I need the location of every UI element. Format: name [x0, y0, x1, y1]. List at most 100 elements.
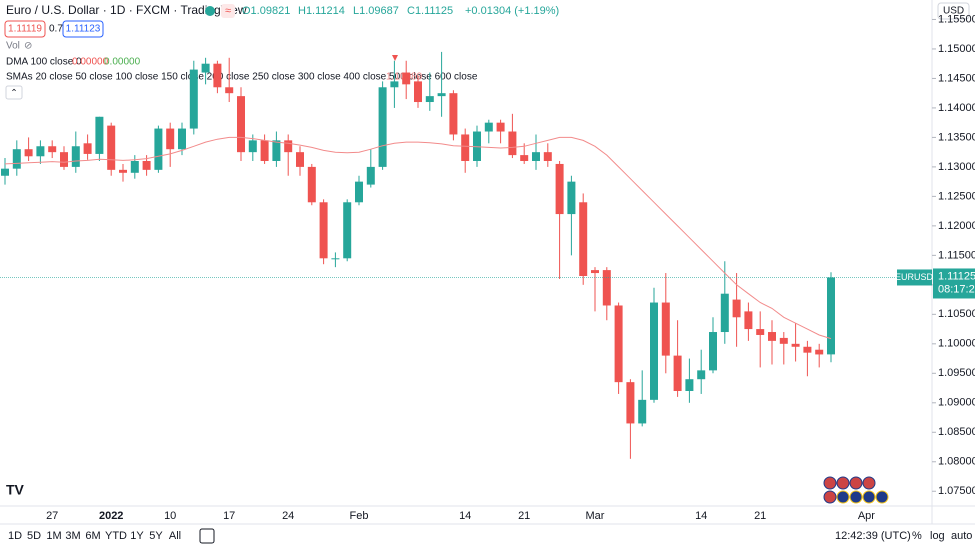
candle-body — [532, 152, 540, 161]
candle-body — [543, 152, 552, 161]
collapse-icon[interactable]: ⌃ — [10, 87, 18, 97]
candle-body — [390, 81, 399, 88]
candle-body — [803, 346, 812, 353]
candle-body — [201, 63, 210, 73]
candle-body — [673, 355, 682, 391]
candle-body — [1, 168, 9, 176]
ohlc-open: O1.09821 — [242, 5, 290, 17]
y-tick-label: 1.10000 — [938, 338, 975, 350]
candle-body — [768, 332, 776, 341]
ohlc-low: L1.09687 — [353, 5, 399, 17]
candle-body — [614, 305, 623, 383]
symbol-tag-box — [897, 269, 932, 286]
y-tick-label: 1.13000 — [938, 161, 975, 173]
spread: 0.7 — [49, 24, 63, 35]
hide-icon[interactable]: ⊘ — [24, 41, 32, 52]
dma-legend: DMA 100 close 0 — [6, 57, 82, 68]
bid-box[interactable] — [4, 20, 46, 38]
x-tick-label: 14 — [459, 510, 471, 522]
candle-body — [414, 81, 422, 103]
candle-body — [260, 140, 269, 161]
currency-box[interactable] — [937, 2, 970, 20]
candle-body — [449, 93, 458, 135]
candle-body — [119, 169, 127, 173]
dma-value: 0.00000 — [72, 57, 109, 68]
candle-body — [661, 302, 670, 356]
y-tick-label: 1.12500 — [938, 190, 975, 202]
icon: ≈ — [225, 5, 231, 17]
candle-body — [36, 146, 45, 157]
range-button[interactable]: YTD — [105, 530, 127, 542]
bid-price[interactable]: 1.11119 — [8, 24, 42, 35]
symbol-tag: EURUSD — [895, 272, 934, 282]
collapse-button[interactable] — [5, 85, 23, 100]
ohlc-change: +0.01304 (+1.19%) — [465, 5, 559, 17]
marker — [392, 55, 398, 61]
candle-body — [366, 166, 375, 185]
candle-body — [130, 161, 139, 173]
candle-body — [237, 96, 245, 153]
logo[interactable]: TV — [6, 482, 25, 498]
currency[interactable]: USD — [943, 6, 964, 17]
range-button[interactable]: 5Y — [149, 530, 163, 542]
y-tick-label: 1.14500 — [938, 72, 975, 84]
log-toggle[interactable]: log — [930, 530, 945, 542]
candle-body — [732, 299, 741, 318]
candle-body — [508, 131, 517, 156]
x-tick-label: 14 — [695, 510, 707, 522]
ohlc-close: C1.11125 — [407, 5, 453, 17]
candle-body — [402, 72, 411, 85]
x-tick-label: Feb — [350, 510, 369, 522]
y-tick-label: 1.13500 — [938, 131, 975, 143]
x-tick-label: Apr — [858, 510, 875, 522]
candle-body — [638, 399, 647, 424]
range-button[interactable]: All — [169, 530, 181, 542]
percent-toggle[interactable]: % — [912, 530, 922, 542]
y-tick-label: 1.12000 — [938, 220, 975, 232]
candle-body — [815, 349, 824, 355]
x-tick-label: 21 — [518, 510, 530, 522]
range-button[interactable]: 5D — [27, 530, 41, 542]
candle-body — [685, 379, 694, 391]
calendar-icon[interactable] — [199, 528, 215, 544]
range-button[interactable]: 1D — [8, 530, 22, 542]
dma-value: 0.00000 — [104, 57, 141, 68]
candle-body — [378, 87, 387, 167]
y-tick-label: 1.09500 — [938, 367, 975, 379]
countdown: 08:17:20 — [938, 283, 975, 295]
ask-price[interactable]: 1.11123 — [66, 24, 101, 35]
range-button[interactable]: 6M — [85, 530, 100, 542]
candle-body — [24, 149, 33, 157]
range-button[interactable]: 1Y — [130, 530, 144, 542]
candle-body — [60, 152, 68, 167]
range-button[interactable]: 1M — [46, 530, 61, 542]
candle-body — [189, 69, 198, 129]
candle-body — [827, 277, 835, 355]
candle-body — [602, 270, 611, 306]
range-button[interactable]: 3M — [65, 530, 80, 542]
y-tick-label: 1.09000 — [938, 397, 975, 409]
ask-box[interactable] — [62, 20, 104, 38]
candle-body — [437, 93, 446, 97]
auto-toggle[interactable]: auto — [951, 530, 972, 542]
candle-body — [178, 128, 186, 150]
candle-body — [296, 152, 304, 167]
candle-body — [579, 202, 588, 276]
x-tick-label: 24 — [282, 510, 294, 522]
candle-body — [473, 131, 481, 161]
candle-body — [154, 128, 163, 170]
candle-body — [12, 149, 21, 169]
last-price-label: 1.11125 — [938, 270, 975, 282]
y-tick-label: 1.08500 — [938, 426, 975, 438]
candle-body — [756, 329, 765, 335]
candle-body — [95, 116, 104, 154]
y-tick-label: 1.08000 — [938, 456, 975, 468]
x-tick-label: 27 — [46, 510, 58, 522]
symbol-title: Euro / U.S. Dollar · 1D · FXCM · Trading… — [6, 3, 247, 17]
y-tick-label: 1.15000 — [938, 43, 975, 55]
candle-body — [650, 302, 658, 400]
x-tick-label: 21 — [754, 510, 766, 522]
